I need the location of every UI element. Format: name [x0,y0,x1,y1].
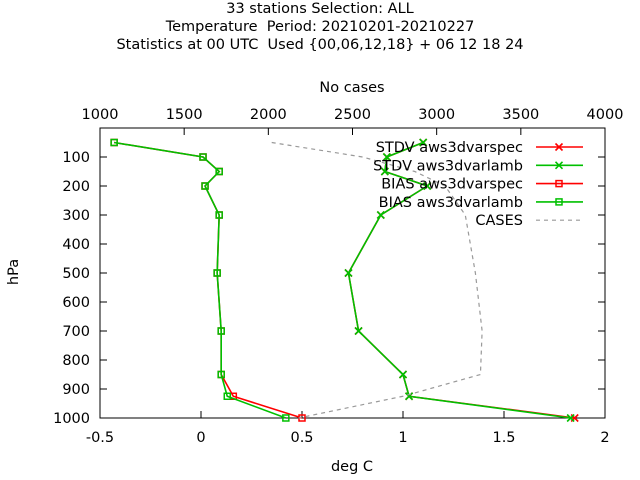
x-point-marker [554,161,564,170]
x-point-marker [382,152,391,162]
series-5 [271,141,483,419]
series-3 [110,138,306,422]
x-point-marker [398,370,408,379]
square-point-marker [223,392,232,400]
square-point-marker [201,182,209,190]
y-tick-label: 200 [62,179,90,195]
x2-axis-label: No cases [319,80,384,96]
y-tick-label: 1000 [53,411,90,427]
x-point-marker [419,138,428,147]
square-point-marker [213,269,221,277]
y-tick-label: 500 [62,266,90,282]
x-point-marker [404,392,414,401]
square-point-marker [555,179,563,188]
square-point-marker [555,198,563,206]
x2-tick-label: 2000 [250,107,287,123]
x-point-marker [376,210,385,220]
square-point-marker [217,370,225,379]
x2-tick-label: 4000 [587,107,624,123]
y-tick-label: 100 [62,150,90,166]
x-point-marker [344,268,353,278]
legend-label: STDV aws3dvarspec [376,140,523,156]
x2-tick-label: 3500 [502,107,539,123]
y-axis-label: hPa [6,259,22,285]
y-tick-label: 300 [62,208,90,224]
square-point-marker [282,414,290,422]
y-tick-label: 900 [62,382,90,398]
square-point-marker [215,211,223,219]
legend-label: BIAS aws3dvarlamb [379,195,523,211]
legend-label: BIAS aws3dvarspec [381,177,523,193]
x-tick-label: 0 [196,430,205,446]
x2-tick-label: 1000 [82,107,119,123]
x2-tick-label: 2500 [334,107,371,123]
square-point-marker [215,167,223,176]
series-line [347,141,571,419]
square-point-marker [217,327,225,335]
legend-label: STDV aws3dvarlamb [373,158,523,174]
x-tick-label: 1.5 [492,430,515,446]
x2-tick-label: 3000 [418,107,455,123]
square-point-marker [199,153,207,161]
series-4 [110,138,290,422]
chart-title-line-3: Statistics at 00 UTC Used {00,06,12,18} … [116,37,524,53]
x-point-marker [380,167,389,176]
legend-label: CASES [475,213,523,229]
series-line [271,141,483,419]
chart-title-line-1: 33 stations Selection: ALL [226,1,414,17]
x-tick-label: 1 [398,430,407,446]
x-point-marker [423,181,432,191]
x-tick-label: 0.5 [290,430,313,446]
series-line [114,141,287,419]
plot-border [99,127,606,419]
chart-title-line-2: Temperature Period: 20210201-20210227 [165,19,475,35]
x-tick-label: 2 [600,430,609,446]
series-2 [344,138,575,423]
y-tick-label: 400 [62,237,90,253]
x-axis-label: deg C [331,459,373,475]
y-tick-label: 600 [62,295,90,311]
x-point-marker [566,413,575,423]
y-tick-label: 700 [62,324,90,340]
x-point-marker [554,142,564,152]
x-tick-label: -0.5 [86,430,114,446]
y-tick-label: 800 [62,353,90,369]
x-point-marker [354,326,363,336]
square-point-marker [110,138,118,147]
x2-tick-label: 1500 [166,107,203,123]
